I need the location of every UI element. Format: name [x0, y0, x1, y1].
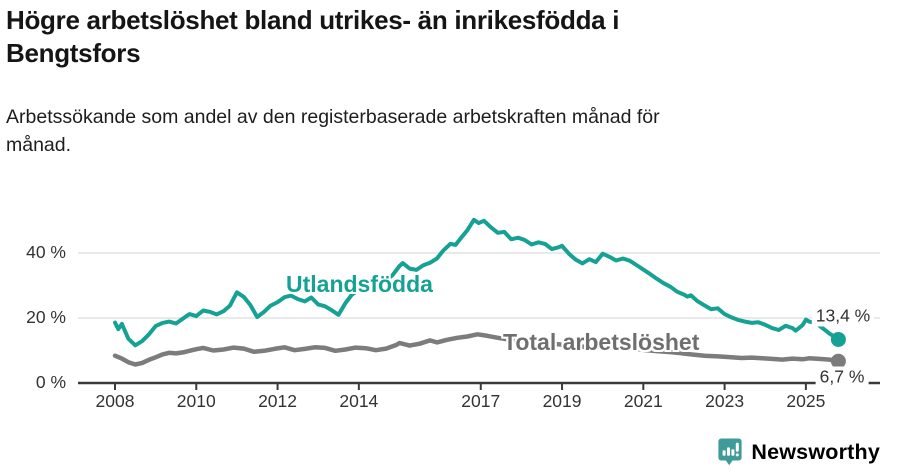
y-tick-label: 20 %	[26, 307, 66, 327]
x-tick-label: 2012	[258, 391, 298, 411]
x-tick-label: 2023	[705, 391, 745, 411]
page-title: Högre arbetslöshet bland utrikes- än inr…	[6, 4, 886, 70]
x-tick-label: 2010	[176, 391, 216, 411]
x-tick-label: 2025	[786, 391, 826, 411]
x-tick-label: 2019	[542, 391, 582, 411]
end-point-dot	[830, 353, 846, 369]
end-value-label-total-arbetsloshet: 6,7 %	[815, 366, 869, 388]
page-title-line-1: Högre arbetslöshet bland utrikes- än inr…	[6, 5, 620, 35]
page-subtitle-line-2: månad.	[6, 134, 72, 156]
series-label-total-arbetsloshet: Total arbetslöshet	[503, 329, 700, 355]
newsworthy-logo: Newsworthy	[718, 437, 880, 467]
x-tick-label: 2021	[623, 391, 663, 411]
series-line-total-arbetsloshet	[112, 332, 841, 367]
end-point-dot	[830, 331, 846, 347]
series-label-utlandsfodda: Utlandsfödda	[286, 271, 433, 297]
page-subtitle-line-1: Arbetssökande som andel av den registerb…	[6, 106, 660, 128]
newsworthy-bar-chart-speech-bubble-icon	[718, 438, 742, 466]
series-line-utlandsfodda	[113, 217, 841, 348]
x-tick-label: 2017	[461, 391, 501, 411]
y-tick-label: 40 %	[26, 242, 66, 262]
page-title-line-2: Bengtsfors	[6, 38, 141, 68]
end-value-label-utlandsfodda: 13,4 %	[811, 305, 875, 327]
x-tick-label: 2014	[339, 391, 379, 411]
newsworthy-wordmark: Newsworthy	[751, 439, 880, 464]
y-tick-label: 0 %	[35, 372, 66, 392]
x-tick-label: 2008	[95, 391, 135, 411]
page-subtitle: Arbetssökande som andel av den registerb…	[6, 103, 886, 159]
